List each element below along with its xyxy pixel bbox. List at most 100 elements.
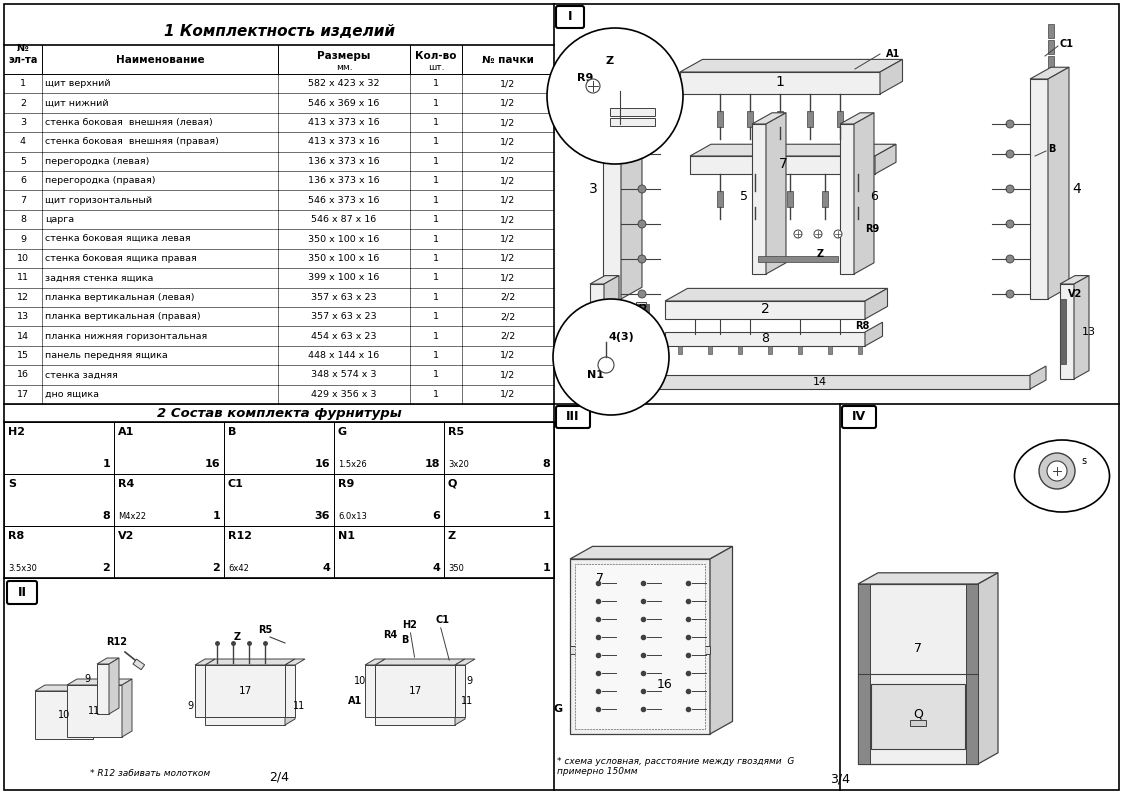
Text: 5: 5 bbox=[20, 157, 26, 166]
Bar bbox=[1048, 56, 1054, 70]
Polygon shape bbox=[690, 145, 896, 156]
Text: 1/2: 1/2 bbox=[501, 273, 515, 283]
Polygon shape bbox=[840, 113, 874, 124]
Text: 413 х 373 х 16: 413 х 373 х 16 bbox=[308, 118, 380, 127]
Bar bbox=[807, 111, 813, 127]
Polygon shape bbox=[610, 375, 1030, 389]
Text: 15: 15 bbox=[17, 351, 29, 360]
Text: 14: 14 bbox=[813, 377, 827, 387]
Polygon shape bbox=[752, 113, 786, 124]
Text: C1: C1 bbox=[1060, 39, 1074, 49]
Text: шт.: шт. bbox=[428, 63, 445, 71]
Text: R5: R5 bbox=[258, 625, 272, 635]
Text: 413 х 373 х 16: 413 х 373 х 16 bbox=[308, 137, 380, 146]
Bar bbox=[444, 422, 554, 474]
Bar bbox=[858, 584, 870, 764]
Polygon shape bbox=[97, 664, 109, 714]
Polygon shape bbox=[665, 301, 865, 319]
Circle shape bbox=[586, 79, 600, 93]
Text: R5: R5 bbox=[448, 427, 464, 437]
Text: 10: 10 bbox=[354, 676, 366, 686]
Text: 13: 13 bbox=[1081, 327, 1096, 337]
Text: C1: C1 bbox=[436, 615, 450, 625]
Text: стенка боковая ящика правая: стенка боковая ящика правая bbox=[45, 254, 197, 263]
Circle shape bbox=[638, 120, 646, 128]
Bar bbox=[678, 346, 682, 354]
Polygon shape bbox=[603, 79, 621, 299]
Circle shape bbox=[1006, 255, 1014, 263]
Bar bbox=[1048, 72, 1054, 86]
Text: Кол-во: Кол-во bbox=[416, 51, 457, 61]
Text: 4(3): 4(3) bbox=[609, 332, 633, 342]
Text: * схема условная, расстояние между гвоздями  G
примерно 150мм: * схема условная, расстояние между гвозд… bbox=[557, 757, 794, 776]
Text: 1/2: 1/2 bbox=[501, 215, 515, 224]
Polygon shape bbox=[455, 659, 475, 665]
Polygon shape bbox=[375, 659, 465, 665]
Text: 1/2: 1/2 bbox=[501, 176, 515, 185]
Text: R9: R9 bbox=[577, 73, 593, 83]
Bar bbox=[334, 526, 444, 578]
Bar bbox=[966, 584, 978, 764]
Text: 3.5х30: 3.5х30 bbox=[8, 564, 37, 573]
Text: C1: C1 bbox=[228, 479, 244, 489]
Bar bbox=[777, 111, 783, 127]
Text: 2: 2 bbox=[102, 563, 110, 573]
Polygon shape bbox=[1074, 276, 1089, 379]
Text: 8: 8 bbox=[102, 511, 110, 521]
Text: N1: N1 bbox=[587, 370, 604, 380]
Text: мм.: мм. bbox=[336, 63, 353, 71]
Text: G: G bbox=[338, 427, 347, 437]
Text: R12: R12 bbox=[107, 637, 128, 647]
Circle shape bbox=[837, 333, 843, 341]
Text: M4х22: M4х22 bbox=[118, 512, 146, 521]
Circle shape bbox=[1006, 220, 1014, 228]
Text: 2/4: 2/4 bbox=[270, 771, 289, 784]
Text: 1/2: 1/2 bbox=[501, 137, 515, 146]
Circle shape bbox=[796, 333, 803, 341]
Text: s: s bbox=[1081, 456, 1087, 466]
Text: 1/2: 1/2 bbox=[501, 118, 515, 127]
Text: 16: 16 bbox=[314, 459, 330, 469]
Text: R9: R9 bbox=[338, 479, 355, 489]
Circle shape bbox=[638, 185, 646, 193]
Bar bbox=[223, 526, 334, 578]
Bar bbox=[855, 191, 861, 207]
Text: 12: 12 bbox=[568, 327, 582, 337]
Polygon shape bbox=[858, 584, 978, 764]
Bar bbox=[871, 684, 965, 749]
Bar bbox=[133, 659, 145, 669]
Text: 17: 17 bbox=[17, 390, 29, 399]
Polygon shape bbox=[858, 572, 998, 584]
Polygon shape bbox=[665, 288, 887, 301]
FancyBboxPatch shape bbox=[7, 581, 37, 604]
Circle shape bbox=[1039, 453, 1075, 489]
Polygon shape bbox=[603, 67, 642, 79]
Text: 1: 1 bbox=[212, 511, 220, 521]
Text: 6х42: 6х42 bbox=[228, 564, 249, 573]
Text: 1: 1 bbox=[433, 98, 439, 108]
Polygon shape bbox=[206, 659, 295, 665]
Text: 1.5х26: 1.5х26 bbox=[338, 460, 367, 469]
Bar bbox=[758, 256, 838, 262]
Bar bbox=[640, 304, 643, 364]
Text: 1: 1 bbox=[433, 176, 439, 185]
Polygon shape bbox=[35, 691, 93, 739]
Polygon shape bbox=[285, 711, 295, 725]
Polygon shape bbox=[375, 711, 465, 717]
Text: № пачки: № пачки bbox=[482, 55, 533, 65]
Text: 7: 7 bbox=[20, 195, 26, 205]
Text: Z: Z bbox=[606, 56, 614, 66]
Text: 448 х 144 х 16: 448 х 144 х 16 bbox=[309, 351, 380, 360]
Bar bbox=[610, 108, 655, 116]
Text: 16: 16 bbox=[657, 677, 673, 691]
Polygon shape bbox=[67, 679, 133, 685]
Bar bbox=[822, 191, 828, 207]
Text: 3: 3 bbox=[20, 118, 26, 127]
Text: H2: H2 bbox=[402, 620, 418, 630]
FancyBboxPatch shape bbox=[842, 406, 876, 428]
Bar bbox=[837, 111, 843, 127]
Text: 2: 2 bbox=[20, 98, 26, 108]
Text: B: B bbox=[1048, 144, 1056, 154]
Text: IV: IV bbox=[852, 410, 866, 423]
Bar bbox=[1048, 24, 1054, 38]
